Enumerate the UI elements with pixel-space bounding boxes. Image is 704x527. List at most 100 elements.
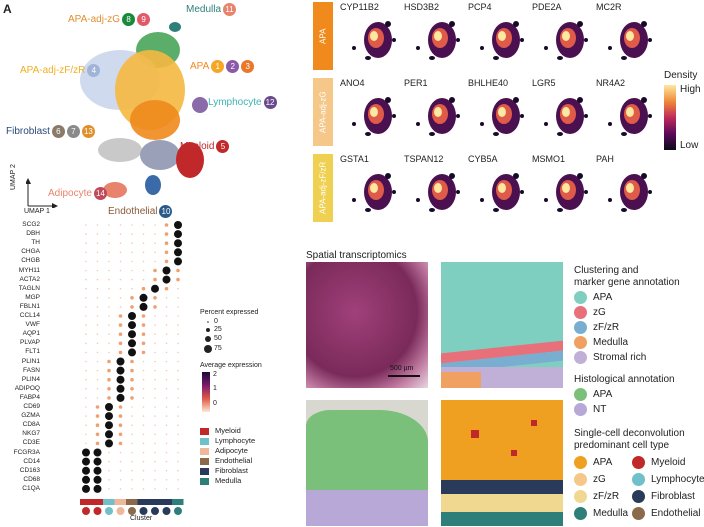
- dotplot-dot: [130, 359, 134, 364]
- dotplot-dot: [96, 287, 99, 290]
- dotplot-dot: [118, 423, 123, 427]
- dotplot-dot: [130, 296, 134, 300]
- dotplot-gene-label: CD3E: [22, 439, 40, 447]
- feature-umap: [468, 18, 530, 60]
- feature-gene-label: LGR5: [532, 78, 556, 88]
- umap-plot: [80, 22, 208, 198]
- decon-title-2: predominant cell type: [574, 440, 670, 451]
- dotplot-cluster-icon: [116, 507, 125, 515]
- dotplot-dot: [108, 324, 110, 326]
- dotplot-dot: [130, 377, 134, 382]
- dotplot-dot: [131, 451, 133, 454]
- dotplot-dot: [151, 284, 159, 293]
- legend-swatch: [574, 351, 587, 364]
- dotplot-dot: [142, 269, 145, 272]
- dotplot-dot: [165, 369, 168, 372]
- umap-label-fibroblast: Fibroblast 6 7 13: [6, 125, 95, 138]
- dotplot-dot: [131, 233, 133, 235]
- dotplot-dot: [154, 460, 156, 463]
- dotplot-dot: [131, 488, 133, 490]
- dotplot-dot: [165, 342, 168, 345]
- feature-gene-label: MSMO1: [532, 154, 566, 164]
- dotplot-dot: [177, 460, 179, 463]
- dotplot-cluster-icon: [139, 507, 148, 515]
- dotplot-dot: [108, 269, 110, 272]
- dotplot-dot: [154, 415, 156, 417]
- dotplot-dot: [85, 278, 87, 281]
- legend-item: Medulla: [574, 336, 628, 349]
- dotplot-dot: [131, 469, 133, 472]
- dotplot-dot: [85, 306, 87, 308]
- dotplot-cluster-bar: [172, 499, 184, 505]
- clustering-title-1: Clustering and: [574, 265, 639, 276]
- dotplot-dot: [142, 242, 145, 244]
- dotplot-dot: [142, 415, 145, 417]
- dotplot-dot: [93, 448, 102, 457]
- dotplot-dot: [82, 466, 90, 475]
- dotplot-gene-label: FCGR3A: [13, 448, 40, 456]
- dotplot-dot: [177, 442, 179, 445]
- dotplot-dot: [119, 242, 122, 244]
- dotplot-dot: [162, 275, 171, 284]
- dotplot-gene-label: TAGLN: [18, 284, 40, 292]
- density-low: Low: [680, 140, 699, 151]
- dotplot-dot: [165, 451, 168, 454]
- dotplot-dot: [128, 312, 136, 320]
- dotplot-dot: [165, 388, 168, 390]
- feature-umap: [596, 170, 658, 212]
- dotplot-dot: [85, 415, 87, 417]
- legend-swatch: [200, 447, 209, 455]
- dotplot-dot: [85, 233, 87, 235]
- dotplot-dot: [177, 433, 179, 436]
- dotplot-dot: [141, 323, 146, 327]
- cluster-badge: 10: [159, 205, 173, 218]
- dotplot-dot: [82, 457, 90, 466]
- dotplot-dot: [82, 475, 90, 484]
- feature-umap: [340, 170, 402, 212]
- decon-title-1: Single-cell deconvolution: [574, 428, 685, 439]
- dotplot-dot: [108, 251, 110, 254]
- dotplot-dot: [108, 479, 110, 481]
- dotplot-dot: [142, 424, 145, 426]
- dotplot-dot: [141, 314, 146, 318]
- dotplot-cluster-bar: [126, 499, 138, 505]
- scale-bar: [388, 375, 420, 377]
- dotplot-dot: [96, 369, 99, 372]
- dotplot-dot: [154, 260, 156, 263]
- dotplot-dot: [154, 442, 156, 445]
- dotplot-dot: [118, 441, 123, 446]
- dotplot-dot: [154, 251, 156, 254]
- size-legend-0: 0: [214, 318, 218, 325]
- dotplot-dot: [165, 406, 168, 408]
- size-legend-50: 50: [214, 335, 222, 342]
- dotplot-dot: [139, 302, 148, 311]
- dotplot-dot: [85, 224, 87, 226]
- dotplot-dot: [177, 415, 179, 417]
- legend-item: Fibroblast: [632, 490, 695, 503]
- dotplot-dot: [96, 315, 99, 317]
- dotplot-dot: [142, 278, 145, 281]
- dotplot-dot: [96, 388, 99, 390]
- dotplot-gene-label: MGP: [25, 293, 40, 301]
- cluster-badge: 2: [226, 60, 240, 73]
- dotplot-dot: [118, 432, 123, 437]
- feature-row-label: APA-adj-zG: [313, 78, 333, 146]
- dotplot-dot: [108, 233, 110, 235]
- dotplot-dot: [118, 414, 123, 418]
- umap-label-medulla: Medulla 11: [186, 3, 237, 16]
- histo-title: Histological annotation: [574, 374, 675, 385]
- feature-umap: [340, 18, 402, 60]
- dotplot-dot: [85, 260, 87, 263]
- legend-item: NT: [574, 403, 606, 416]
- dotplot-dot: [95, 405, 100, 409]
- dotplot-cluster-icon: [93, 507, 102, 515]
- legend-swatch: [574, 507, 587, 520]
- cluster-badge: 13: [81, 125, 95, 138]
- dotplot-dot: [142, 360, 145, 363]
- legend-swatch: [574, 456, 587, 469]
- dotplot-dot: [118, 350, 123, 355]
- dotplot-dot: [142, 469, 145, 472]
- dotplot-dot: [105, 430, 113, 439]
- dotplot-dot: [85, 433, 87, 436]
- dotplot-dot: [142, 369, 145, 372]
